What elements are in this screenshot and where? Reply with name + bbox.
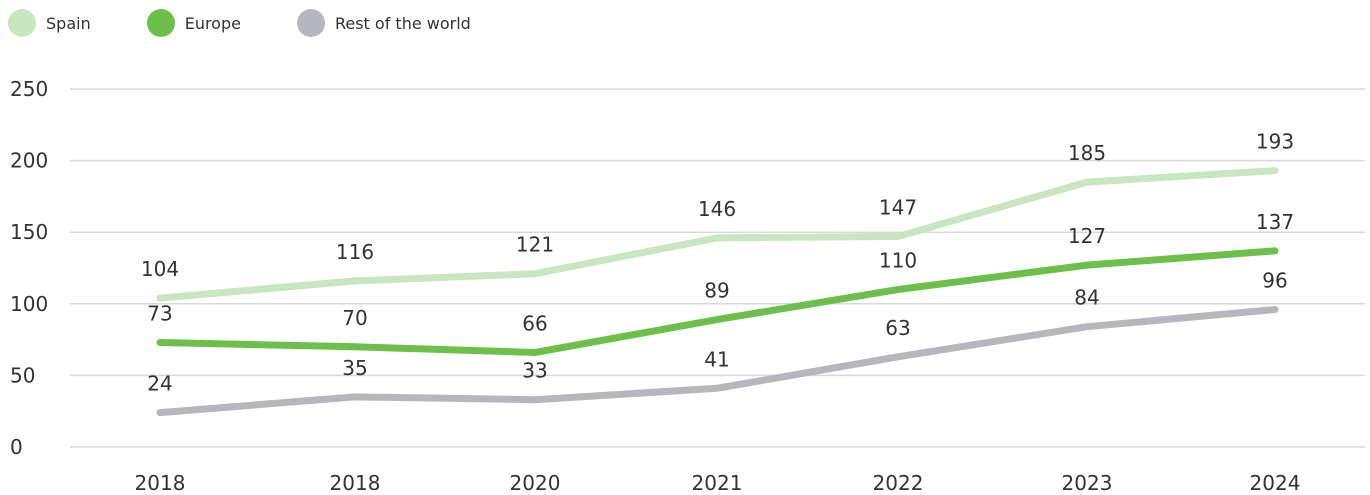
data-label: 35 bbox=[342, 356, 367, 380]
legend-label-rest-of-world: Rest of the world bbox=[334, 13, 471, 33]
y-tick-label: 0 bbox=[10, 435, 23, 459]
data-label: 121 bbox=[516, 233, 554, 257]
data-label: 96 bbox=[1262, 269, 1287, 293]
data-label: 41 bbox=[704, 347, 729, 371]
legend: Spain Europe Rest of the world bbox=[8, 8, 527, 38]
x-tick-label: 2024 bbox=[1250, 471, 1301, 495]
data-label: 24 bbox=[147, 372, 172, 396]
legend-label-europe: Europe bbox=[184, 13, 241, 33]
data-label: 66 bbox=[522, 312, 547, 336]
legend-swatch-spain bbox=[8, 9, 36, 37]
legend-item-spain: Spain bbox=[8, 9, 91, 37]
data-label: 84 bbox=[1074, 286, 1099, 310]
legend-swatch-rest-of-world bbox=[296, 9, 325, 37]
data-label: 127 bbox=[1068, 224, 1106, 248]
y-tick-label: 200 bbox=[10, 149, 48, 173]
y-tick-label: 150 bbox=[10, 220, 48, 244]
y-axis-ticks: 0 50 100 150 200 250 bbox=[10, 77, 48, 459]
legend-label-spain: Spain bbox=[46, 13, 91, 33]
x-tick-label: 2021 bbox=[692, 471, 743, 495]
x-tick-label: 2018 bbox=[135, 471, 186, 495]
data-label: 185 bbox=[1068, 141, 1106, 165]
series-layer bbox=[156, 167, 1279, 417]
data-label: 89 bbox=[704, 279, 729, 303]
legend-swatch-europe bbox=[146, 9, 175, 37]
data-label: 193 bbox=[1256, 130, 1294, 154]
x-tick-label: 2023 bbox=[1062, 471, 1113, 495]
data-labels: 104 116 121 146 147 185 193 73 70 66 89 110 127 137 24… bbox=[141, 130, 1294, 396]
data-label: 33 bbox=[522, 359, 547, 383]
data-label: 147 bbox=[879, 196, 917, 220]
data-label: 73 bbox=[147, 302, 172, 326]
data-label: 70 bbox=[342, 306, 367, 330]
x-axis-ticks: 2018 2018 2020 2021 2022 2023 2024 bbox=[135, 471, 1301, 495]
data-label: 63 bbox=[885, 316, 910, 340]
y-tick-label: 250 bbox=[10, 77, 48, 101]
x-tick-label: 2018 bbox=[330, 471, 381, 495]
legend-item-europe: Europe bbox=[146, 9, 241, 37]
data-label: 110 bbox=[879, 249, 917, 273]
legend-item-rest-of-world: Rest of the world bbox=[296, 9, 471, 37]
data-label: 146 bbox=[698, 197, 736, 221]
data-label: 104 bbox=[141, 257, 179, 281]
x-tick-label: 2020 bbox=[510, 471, 561, 495]
data-label: 116 bbox=[336, 240, 374, 264]
y-tick-label: 100 bbox=[10, 292, 48, 316]
grid-layer bbox=[70, 88, 1365, 448]
y-tick-label: 50 bbox=[10, 363, 35, 387]
x-tick-label: 2022 bbox=[873, 471, 924, 495]
data-label: 137 bbox=[1256, 210, 1294, 234]
